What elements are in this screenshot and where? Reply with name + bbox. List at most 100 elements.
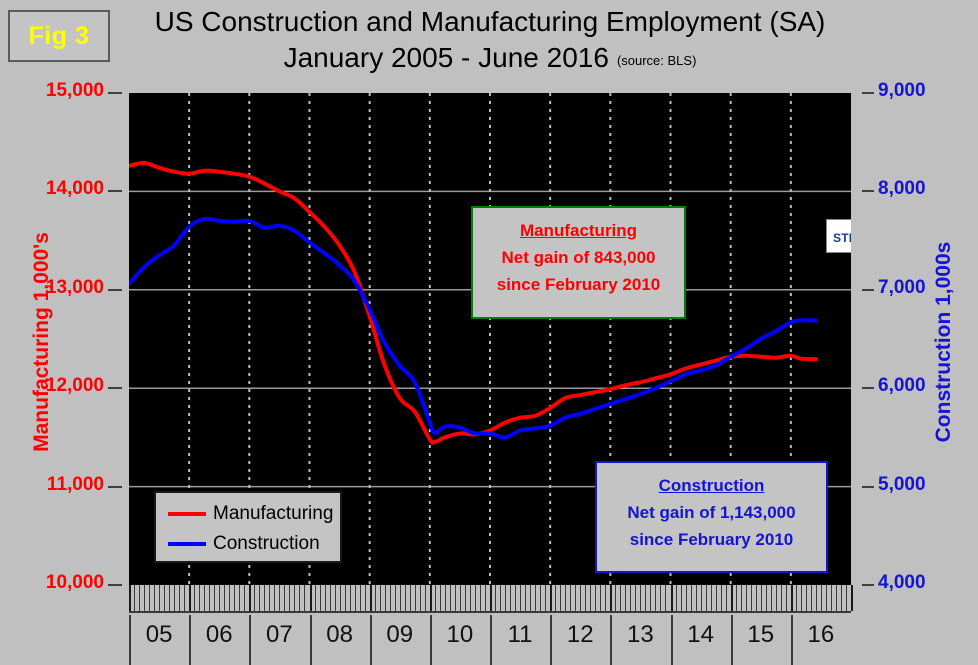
x-axis-month-tick [399, 585, 401, 611]
x-axis-month-tick [820, 585, 822, 611]
x-axis-month-tick [154, 585, 156, 611]
x-axis-month-tick [469, 585, 471, 611]
chart-source-note: (source: BLS) [616, 53, 697, 68]
x-axis-month-tick [344, 585, 346, 611]
x-axis-month-tick [404, 585, 406, 611]
x-axis-month-tick [429, 585, 432, 611]
x-axis-year-separator [610, 615, 613, 665]
x-axis-month-tick [725, 585, 727, 611]
x-axis-month-tick [349, 585, 351, 611]
x-axis-month-tick [851, 585, 853, 611]
x-axis-month-tick [129, 585, 131, 611]
x-axis-month-tick [845, 585, 847, 611]
left-axis-tick-label: 14,000 [45, 178, 104, 200]
x-axis-month-tick [329, 585, 331, 611]
x-axis-month-tick [530, 585, 532, 611]
x-axis-month-tick [540, 585, 542, 611]
x-axis-year-label: 14 [687, 621, 714, 648]
x-axis-month-tick [680, 585, 682, 611]
x-axis-month-tick [500, 585, 502, 611]
x-axis-month-tick [284, 585, 286, 611]
x-axis-month-tick [695, 585, 697, 611]
x-axis-month-tick [740, 585, 742, 611]
x-axis-month-tick [149, 585, 151, 611]
right-axis-tick-label: 6,000 [878, 375, 926, 397]
x-axis-month-tick [319, 585, 321, 611]
x-axis-month-tick [770, 585, 772, 611]
x-axis-month-tick [605, 585, 607, 611]
x-axis-month-tick [675, 585, 677, 611]
x-axis-month-tick [294, 585, 296, 611]
chart-title: US Construction and Manufacturing Employ… [154, 6, 826, 37]
x-axis-month-tick [379, 585, 381, 611]
right-axis-ticks: 9,000 8,000 7,000 6,000 5,000 4,000 [862, 0, 978, 663]
x-axis-year-label: 12 [566, 621, 594, 648]
x-axis-month-tick [209, 585, 211, 611]
x-axis-month-tick [369, 585, 372, 611]
x-axis-year-label: 05 [145, 621, 173, 648]
x-axis-month-tick [229, 585, 231, 611]
x-axis-year-labels: 05 06 07 08 09 10 11 12 13 14 15 16 [129, 611, 851, 665]
x-axis-month-tick [710, 585, 712, 611]
x-axis-month-tick [610, 585, 613, 611]
x-axis-month-tick [570, 585, 572, 611]
x-axis-month-tick [324, 585, 326, 611]
x-axis-month-tick [254, 585, 256, 611]
x-axis-month-tick [394, 585, 396, 611]
x-axis-month-tick [515, 585, 517, 611]
x-axis-month-tick [269, 585, 271, 611]
x-axis-month-tick [164, 585, 166, 611]
x-axis-year-separator [129, 615, 131, 665]
x-axis-month-tick [690, 585, 692, 611]
x-axis-month-tick [795, 585, 797, 611]
left-axis-tick-mark [108, 387, 122, 390]
x-axis-month-tick [459, 585, 461, 611]
x-axis: 05 06 07 08 09 10 11 12 13 14 15 16 [129, 585, 853, 665]
x-axis-month-tick [449, 585, 451, 611]
legend-label-manufacturing: Manufacturing [213, 503, 334, 524]
x-axis-month-tick [620, 585, 622, 611]
x-axis-month-tick [640, 585, 642, 611]
left-axis-tick-mark [108, 485, 122, 488]
annotation-manufacturing-header: Manufacturing [519, 221, 638, 240]
figure-badge-label: Fig 3 [28, 21, 90, 50]
x-axis-month-tick [665, 585, 667, 611]
logo-word-steel: STEEL [833, 231, 851, 245]
x-axis-month-tick [645, 585, 647, 611]
annotation-manufacturing-line3: since February 2010 [496, 275, 661, 294]
x-axis-month-tick [495, 585, 496, 611]
x-axis-month-tick [575, 585, 577, 611]
x-axis-month-tick [199, 585, 201, 611]
x-axis-month-tick [815, 585, 817, 611]
legend-label-construction: Construction [213, 533, 320, 554]
series-line-construction [129, 216, 818, 440]
x-axis-month-tick [189, 585, 192, 611]
x-axis-year-separator [309, 615, 312, 665]
annotation-manufacturing-line2: Net gain of 843,000 [501, 248, 656, 267]
x-axis-month-tick [204, 585, 206, 611]
x-axis-month-tick [670, 585, 673, 611]
annotation-manufacturing: Manufacturing Net gain of 843,000 since … [471, 206, 686, 319]
x-axis-month-tick [785, 585, 787, 611]
right-axis-tick-mark [862, 288, 874, 291]
x-axis-year-separator [670, 615, 673, 665]
x-axis-month-tick [184, 585, 186, 611]
x-axis-month-tick [139, 585, 141, 611]
x-axis-year-label: 10 [446, 621, 474, 648]
x-axis-month-tick [775, 585, 777, 611]
x-axis-month-tick [580, 585, 582, 611]
x-axis-month-tick [234, 585, 236, 611]
x-axis-month-tick [660, 585, 662, 611]
right-axis-tick-label: 4,000 [878, 572, 926, 593]
x-axis-month-tick [590, 585, 592, 611]
x-axis-month-tick [274, 585, 276, 611]
left-axis-tick-mark [108, 584, 122, 586]
x-axis-month-tick [474, 585, 476, 611]
legend-item-construction: Construction [168, 529, 340, 559]
x-axis-month-tick [354, 585, 356, 611]
x-axis-month-tick [585, 585, 587, 611]
x-axis-month-tick [810, 585, 812, 611]
x-axis-year-label: 15 [747, 621, 775, 648]
x-axis-month-tick [545, 585, 547, 611]
logo-wordmark: STEEL MARKET UPDATE [827, 220, 851, 252]
